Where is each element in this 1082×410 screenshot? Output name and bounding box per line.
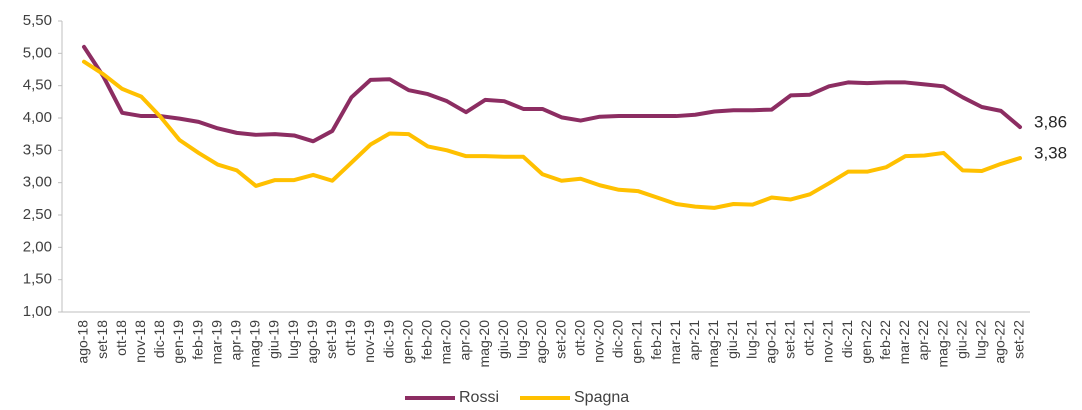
y-tick-label: 3,00 <box>23 174 52 191</box>
x-tick-label: mag-22 <box>934 320 950 368</box>
y-tick-label: 5,50 <box>23 12 52 29</box>
x-tick-label: nov-20 <box>590 320 606 363</box>
x-tick-label: dic-19 <box>380 320 396 358</box>
series-line <box>82 59 1022 210</box>
y-tick-label: 5,00 <box>23 44 52 61</box>
y-tick-label: 1,50 <box>23 271 52 288</box>
y-tick-label: 2,50 <box>23 206 52 223</box>
x-tick-label: giu-19 <box>266 320 282 359</box>
x-tick-label: lug-20 <box>514 320 530 359</box>
x-tick-label: gen-21 <box>629 320 645 364</box>
x-tick-label: feb-20 <box>419 320 435 360</box>
x-tick-label: ago-18 <box>75 320 91 364</box>
x-tick-label: dic-20 <box>610 320 626 358</box>
x-tick-label: gen-22 <box>858 320 874 364</box>
x-tick-label: lug-22 <box>972 320 988 359</box>
x-tick-label: set-18 <box>94 320 110 359</box>
x-tick-label: mag-21 <box>705 320 721 368</box>
x-tick-label: apr-21 <box>686 320 702 361</box>
x-tick-label: giu-21 <box>724 320 740 359</box>
y-tick-label: 2,00 <box>23 238 52 255</box>
x-tick-label: apr-22 <box>915 320 931 361</box>
x-tick-label: apr-19 <box>228 320 244 361</box>
value-label: 3,38 <box>1034 144 1067 163</box>
x-tick-label: giu-22 <box>953 320 969 359</box>
x-tick-label: set-19 <box>323 320 339 359</box>
x-tick-label: mag-20 <box>476 320 492 368</box>
x-tick-label: ott-20 <box>571 320 587 356</box>
x-tick-label: dic-18 <box>151 320 167 358</box>
x-tick-label: gen-20 <box>399 320 415 364</box>
series-line <box>82 44 1022 144</box>
value-label: 3,86 <box>1034 113 1067 132</box>
y-tick-label: 4,00 <box>23 109 52 126</box>
x-tick-label: feb-21 <box>648 320 664 360</box>
y-tick-label: 1,00 <box>23 303 52 320</box>
x-tick-label: mar-22 <box>896 320 912 365</box>
legend-label: Rossi <box>459 389 499 406</box>
x-tick-label: lug-21 <box>743 320 759 359</box>
x-tick-label: apr-20 <box>457 320 473 361</box>
x-tick-label: set-21 <box>781 320 797 359</box>
x-tick-label: ott-21 <box>801 320 817 356</box>
y-tick-label: 3,50 <box>23 141 52 158</box>
x-tick-label: mar-21 <box>667 320 683 365</box>
x-tick-label: nov-21 <box>820 320 836 363</box>
x-tick-label: ago-22 <box>992 320 1008 364</box>
x-tick-label: ott-19 <box>342 320 358 356</box>
x-tick-label: mar-20 <box>438 320 454 365</box>
x-tick-label: gen-19 <box>170 320 186 364</box>
x-tick-label: giu-20 <box>495 320 511 359</box>
y-tick-label: 4,50 <box>23 77 52 94</box>
x-tick-label: ago-21 <box>762 320 778 364</box>
x-tick-label: nov-19 <box>361 320 377 363</box>
x-tick-label: ago-20 <box>533 320 549 364</box>
x-tick-label: feb-19 <box>189 320 205 360</box>
x-tick-label: mag-19 <box>247 320 263 368</box>
x-tick-label: set-20 <box>552 320 568 359</box>
x-tick-label: feb-22 <box>877 320 893 360</box>
x-tick-label: lug-19 <box>285 320 301 359</box>
x-tick-label: ago-19 <box>304 320 320 364</box>
x-tick-label: mar-19 <box>208 320 224 365</box>
x-tick-label: dic-21 <box>839 320 855 358</box>
x-tick-label: nov-18 <box>132 320 148 363</box>
x-tick-label: ott-18 <box>113 320 129 356</box>
x-tick-label: set-22 <box>1011 320 1027 359</box>
legend-label: Spagna <box>574 389 629 406</box>
